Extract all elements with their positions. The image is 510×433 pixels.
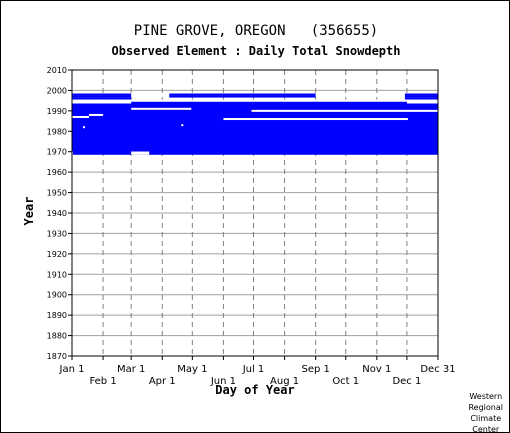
x-axis-label: Day of Year (215, 383, 295, 397)
x-tick-label: Jun 1 (210, 376, 236, 387)
snowdepth-segment (169, 93, 316, 96)
x-tick-label: Feb 1 (89, 376, 116, 387)
y-tick-label: 1930 (47, 229, 67, 238)
missing-data-mark (72, 115, 90, 118)
credit-line: Climate (470, 414, 502, 423)
y-tick-label: 1970 (47, 148, 67, 157)
missing-data-mark (181, 124, 184, 127)
credit-text: Western Regional Climate Center (468, 391, 503, 433)
x-tick-label: Sep 1 (301, 364, 329, 375)
y-tick-label: 2010 (47, 66, 67, 75)
y-axis-label: Year (22, 196, 36, 226)
y-tick-label: 1870 (47, 352, 67, 361)
credit-line: Regional (468, 403, 503, 412)
x-tick-label: Jul 1 (242, 364, 265, 375)
x-tick-label: Dec 31 (420, 364, 455, 375)
snowdepth-bar (72, 101, 438, 155)
y-tick-label: 1900 (47, 291, 67, 300)
y-tick-label: 1990 (47, 107, 67, 116)
plot-border (71, 69, 439, 357)
y-tick-label: 1950 (47, 189, 67, 198)
chart-title: PINE GROVE, OREGON (356655) (133, 23, 379, 39)
snowdepth-segment (169, 95, 316, 98)
y-tick-label: 1980 (47, 127, 67, 136)
missing-data-mark (72, 99, 438, 102)
snowdepth-segment (404, 97, 438, 100)
x-tick-label: Oct 1 (332, 376, 359, 387)
missing-data-mark (251, 109, 438, 112)
y-tick-label: 2000 (47, 86, 67, 95)
snowdepth-segment (404, 93, 438, 96)
x-tick-label: Nov 1 (362, 364, 391, 375)
y-tick-label: 1880 (47, 332, 67, 341)
x-tick-label: Jan 1 (59, 364, 85, 375)
chart-subtitle: Observed Element : Daily Total Snowdepth (111, 44, 401, 58)
data-gap (72, 151, 74, 155)
x-tick-label: Mar 1 (117, 364, 145, 375)
y-tick-label: 1890 (47, 311, 67, 320)
y-tick-label: 1940 (47, 209, 67, 218)
snowdepth-segment (72, 93, 132, 96)
credit-line: Western (469, 392, 503, 401)
y-tick-label: 1920 (47, 250, 67, 259)
x-tick-label: Dec 1 (392, 376, 421, 387)
snowdepth-segment (72, 95, 132, 98)
data-gap (131, 151, 150, 155)
missing-data-mark (131, 107, 192, 110)
x-tick-label: Aug 1 (270, 376, 299, 387)
x-tick-label: May 1 (177, 364, 207, 375)
snowdepth-segment (72, 97, 132, 100)
missing-data-mark (89, 113, 104, 116)
x-tick-label: Apr 1 (149, 376, 176, 387)
snowdepth-segment (404, 95, 438, 98)
credit-line: Center (472, 425, 500, 433)
missing-data-mark (83, 126, 86, 129)
y-tick-label: 1910 (47, 270, 67, 279)
y-tick-label: 1960 (47, 168, 67, 177)
missing-data-mark (223, 118, 408, 121)
